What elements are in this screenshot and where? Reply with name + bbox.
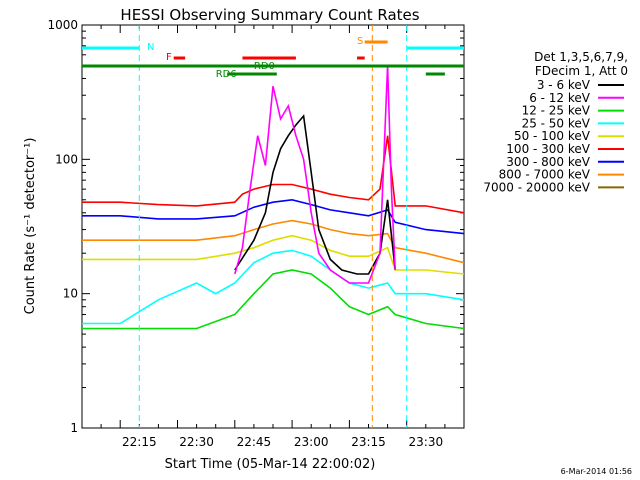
x-tick-label: 23:15 <box>351 435 386 449</box>
legend-label: 12 - 25 keV <box>522 104 591 118</box>
flag-label: S <box>357 36 363 47</box>
series-line-2 <box>82 269 465 330</box>
series-line-4 <box>82 234 465 275</box>
x-tick-label: 23:00 <box>294 435 329 449</box>
flag-label: F <box>166 52 172 63</box>
x-tick-label: 22:30 <box>179 435 214 449</box>
x-tick-label: 23:30 <box>409 435 444 449</box>
flag-label: RD6 <box>216 69 237 80</box>
legend-header: Det 1,3,5,6,7,9, <box>534 50 628 64</box>
y-tick-label: 100 <box>55 152 78 166</box>
legend: Det 1,3,5,6,7,9,FDecim 1, Att 03 - 6 keV… <box>483 50 628 194</box>
timestamp: 6-Mar-2014 01:56 <box>561 467 632 476</box>
series-line-5 <box>82 135 465 214</box>
y-tick-label: 1 <box>70 421 78 435</box>
chart-title: HESSI Observing Summary Count Rates <box>120 6 419 24</box>
legend-label: 7000 - 20000 keV <box>483 180 590 194</box>
series-line-1 <box>234 65 396 284</box>
x-axis-label: Start Time (05-Mar-14 22:00:02) <box>165 457 376 472</box>
legend-label: 300 - 800 keV <box>506 155 590 169</box>
flag-label: N <box>147 42 154 53</box>
legend-label: 25 - 50 keV <box>522 116 591 130</box>
x-axis: 22:15 22:30 22:45 23:00 23:15 23:30 <box>81 25 465 449</box>
x-tick-label: 22:45 <box>237 435 272 449</box>
flags-layer: N F S RD0 RD6 <box>82 25 464 428</box>
y-tick-label: 10 <box>63 287 78 301</box>
legend-label: 6 - 12 keV <box>529 91 591 105</box>
legend-label: 100 - 300 keV <box>506 142 590 156</box>
legend-label: 800 - 7000 keV <box>499 168 591 182</box>
x-tick-label: 22:15 <box>122 435 157 449</box>
flag-label: RD0 <box>254 61 275 72</box>
series-line-3 <box>82 249 465 325</box>
legend-label: 3 - 6 keV <box>537 78 591 92</box>
legend-header: FDecim 1, Att 0 <box>535 64 628 78</box>
y-axis-label: Count Rate (s⁻¹ detector⁻¹) <box>23 138 38 315</box>
series-line-6 <box>82 198 465 235</box>
y-tick-label: 1000 <box>47 18 78 32</box>
legend-label: 50 - 100 keV <box>514 129 591 143</box>
series-layer <box>82 65 465 330</box>
y-axis: 1 10 100 1000 <box>47 18 464 435</box>
